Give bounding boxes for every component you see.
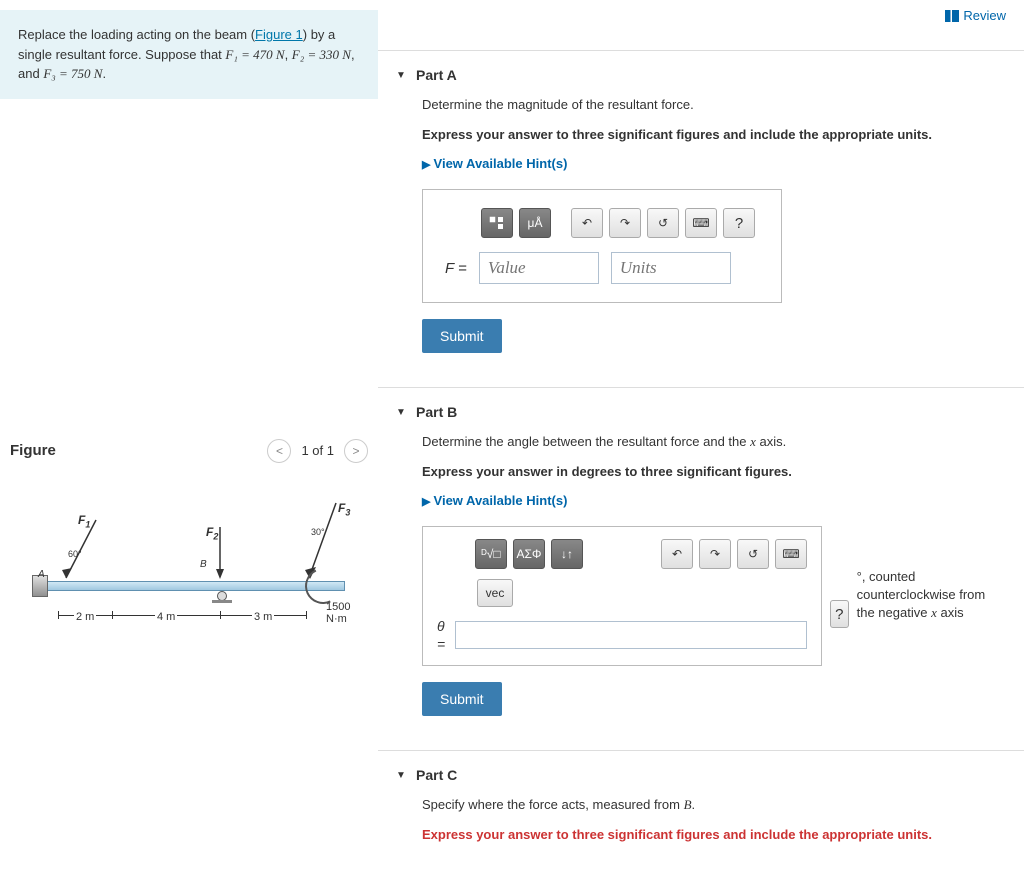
right-column: Review Part A Determine the magnitude of… [378,0,1024,838]
dim-2m: 2 m [74,611,96,623]
keyboard-button[interactable]: ⌨ [685,208,717,238]
part-c-instruct: Express your answer to three significant… [422,825,1004,845]
figure-page-indicator: 1 of 1 [301,443,334,458]
problem-text: Replace the loading acting on the beam ( [18,27,255,42]
part-b-instruct: Express your answer in degrees to three … [422,462,1004,482]
figure-next-button[interactable]: > [344,439,368,463]
figure-title: Figure [10,442,56,459]
part-a-input-row: F = [445,252,759,284]
part-a-units-input[interactable] [611,252,731,284]
reset-button[interactable]: ↺ [647,208,679,238]
review-label: Review [963,8,1006,23]
theta-label: θ = [437,617,445,653]
part-a-eq-label: F = [445,260,467,277]
problem-statement: Replace the loading acting on the beam (… [0,10,378,99]
part-a: Part A Determine the magnitude of the re… [378,50,1024,367]
angle-60-label: 60° [68,549,82,559]
part-b: Part B Determine the angle between the r… [378,387,1024,730]
dim-4m: 4 m [155,611,177,623]
force-f3-label: F3 [338,501,350,517]
figure-prev-button[interactable]: < [267,439,291,463]
part-c-body: Specify where the force acts, measured f… [378,795,1024,870]
f1-value: F₁ = 470 N [225,47,284,62]
templates-button[interactable] [481,208,513,238]
sqrt-button[interactable]: ᴰ√□ [475,539,507,569]
moment-label: 1500 N·m [326,601,360,625]
keyboard-button-b[interactable]: ⌨ [775,539,807,569]
main-container: Replace the loading acting on the beam (… [0,0,1024,838]
sort-button[interactable]: ↓↑ [551,539,583,569]
review-link[interactable]: Review [945,8,1006,23]
figure-header: Figure < 1 of 1 > [10,439,368,463]
redo-button[interactable]: ↷ [609,208,641,238]
greek-button[interactable]: ΑΣΦ [513,539,545,569]
part-a-answer-box: μÅ ↶ ↷ ↺ ⌨ ? F = [422,189,782,303]
left-column: Replace the loading acting on the beam (… [0,0,378,838]
part-b-input-row: θ = [437,617,807,653]
help-button[interactable]: ? [723,208,755,238]
part-b-toolbar: ᴰ√□ ΑΣΦ ↓↑ ↶ ↷ ↺ ⌨ [437,539,807,569]
part-c-header[interactable]: Part C [378,751,1024,795]
vec-button[interactable]: vec [477,579,513,607]
part-b-help-button[interactable]: ? [830,600,849,628]
part-b-header[interactable]: Part B [378,388,1024,432]
f3-value: F₃ = 750 N [43,66,102,81]
part-a-header[interactable]: Part A [378,51,1024,95]
figure-diagram: F1 60° F2 F3 30° 1500 N·m A B [20,493,360,623]
f2-value: F₂ = 330 N [292,47,351,62]
figure-pager: < 1 of 1 > [267,439,368,463]
part-a-instruct: Express your answer to three significant… [422,125,1004,145]
reset-button-b[interactable]: ↺ [737,539,769,569]
part-a-value-input[interactable] [479,252,599,284]
part-a-body: Determine the magnitude of the resultant… [378,95,1024,367]
undo-button[interactable]: ↶ [571,208,603,238]
redo-button-b[interactable]: ↷ [699,539,731,569]
force-f2-label: F2 [206,525,218,541]
part-c-prompt: Specify where the force acts, measured f… [422,795,1004,815]
review-icon [945,10,959,22]
part-b-suffix: °, counted counterclockwise from the neg… [857,568,1004,623]
figure-section: Figure < 1 of 1 > F1 60° [0,439,378,623]
point-b-label: B [200,559,207,570]
part-a-hints-link[interactable]: View Available Hint(s) [422,156,1004,171]
point-a-label: A [38,569,45,580]
support-b [212,591,232,603]
part-c: Part C Specify where the force acts, mea… [378,750,1024,870]
part-a-toolbar: μÅ ↶ ↷ ↺ ⌨ ? [481,208,759,238]
force-f1-label: F1 [78,513,90,529]
part-a-submit-button[interactable]: Submit [422,319,502,353]
dim-3m: 3 m [252,611,274,623]
part-b-hints-link[interactable]: View Available Hint(s) [422,493,1004,508]
part-b-prompt: Determine the angle between the resultan… [422,432,1004,452]
units-symbol-button[interactable]: μÅ [519,208,551,238]
part-b-body: Determine the angle between the resultan… [378,432,1024,730]
part-b-answer-main: ᴰ√□ ΑΣΦ ↓↑ ↶ ↷ ↺ ⌨ vec [422,526,822,666]
part-b-theta-input[interactable] [455,621,807,649]
part-b-submit-button[interactable]: Submit [422,682,502,716]
part-b-answer-box: ᴰ√□ ΑΣΦ ↓↑ ↶ ↷ ↺ ⌨ vec [422,526,1004,666]
undo-button-b[interactable]: ↶ [661,539,693,569]
part-a-prompt: Determine the magnitude of the resultant… [422,95,1004,115]
angle-30-label: 30° [311,527,325,537]
figure-link[interactable]: Figure 1 [255,27,303,42]
